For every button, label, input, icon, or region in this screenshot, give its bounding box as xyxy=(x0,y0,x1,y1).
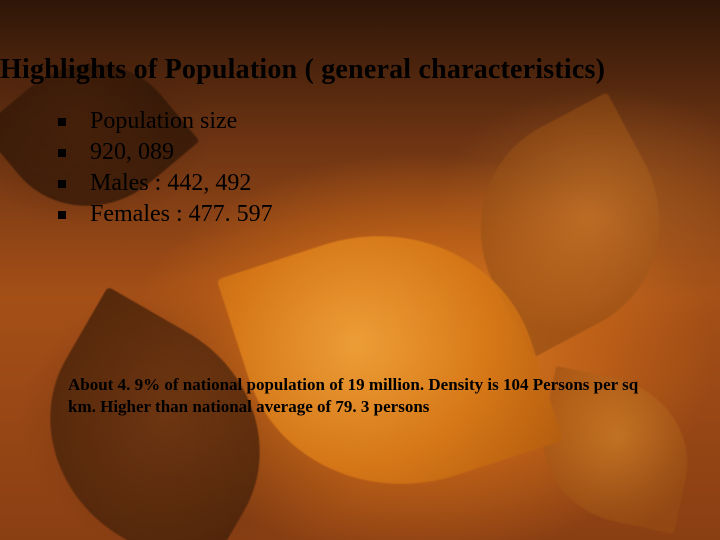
bullet-text: Females : 477. 597 xyxy=(90,201,273,228)
square-bullet-icon xyxy=(58,149,66,157)
slide-title: Highlights of Population ( general chara… xyxy=(0,54,720,86)
footnote-text: About 4. 9% of national population of 19… xyxy=(68,374,648,419)
bullet-item: 920, 089 xyxy=(58,139,273,166)
square-bullet-icon xyxy=(58,180,66,188)
bullet-text: 920, 089 xyxy=(90,139,174,166)
bullet-list: Population size 920, 089 Males : 442, 49… xyxy=(58,108,273,232)
square-bullet-icon xyxy=(58,118,66,126)
square-bullet-icon xyxy=(58,211,66,219)
bullet-item: Males : 442, 492 xyxy=(58,170,273,197)
bullet-item: Females : 477. 597 xyxy=(58,201,273,228)
bullet-item: Population size xyxy=(58,108,273,135)
bullet-text: Males : 442, 492 xyxy=(90,170,251,197)
content-layer: Highlights of Population ( general chara… xyxy=(0,0,720,540)
bullet-text: Population size xyxy=(90,108,237,135)
slide: Highlights of Population ( general chara… xyxy=(0,0,720,540)
